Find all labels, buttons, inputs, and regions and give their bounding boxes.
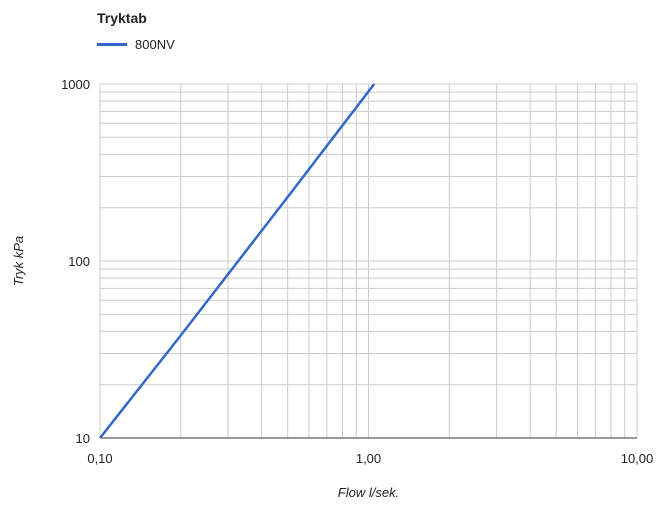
legend-label: 800NV [135, 37, 175, 52]
legend: 800NV [97, 37, 175, 52]
x-tick-label: 0,10 [87, 451, 112, 466]
y-axis-title: Tryk kPa [11, 236, 26, 286]
y-tick-label: 1000 [61, 77, 90, 92]
y-tick-label: 10 [76, 431, 90, 446]
x-ticks: 0,10 1,00 10,00 [87, 451, 653, 466]
x-tick-label: 1,00 [356, 451, 381, 466]
series-line-800nv [99, 83, 376, 439]
y-tick-label: 100 [68, 254, 90, 269]
legend-swatch [97, 43, 127, 46]
chart-title: Tryktab [97, 10, 147, 26]
x-axis-title: Flow l/sek. [338, 485, 399, 500]
y-ticks: 10 100 1000 [61, 77, 90, 446]
x-tick-label: 10,00 [621, 451, 654, 466]
grid [99, 83, 638, 439]
series-group [99, 83, 376, 439]
